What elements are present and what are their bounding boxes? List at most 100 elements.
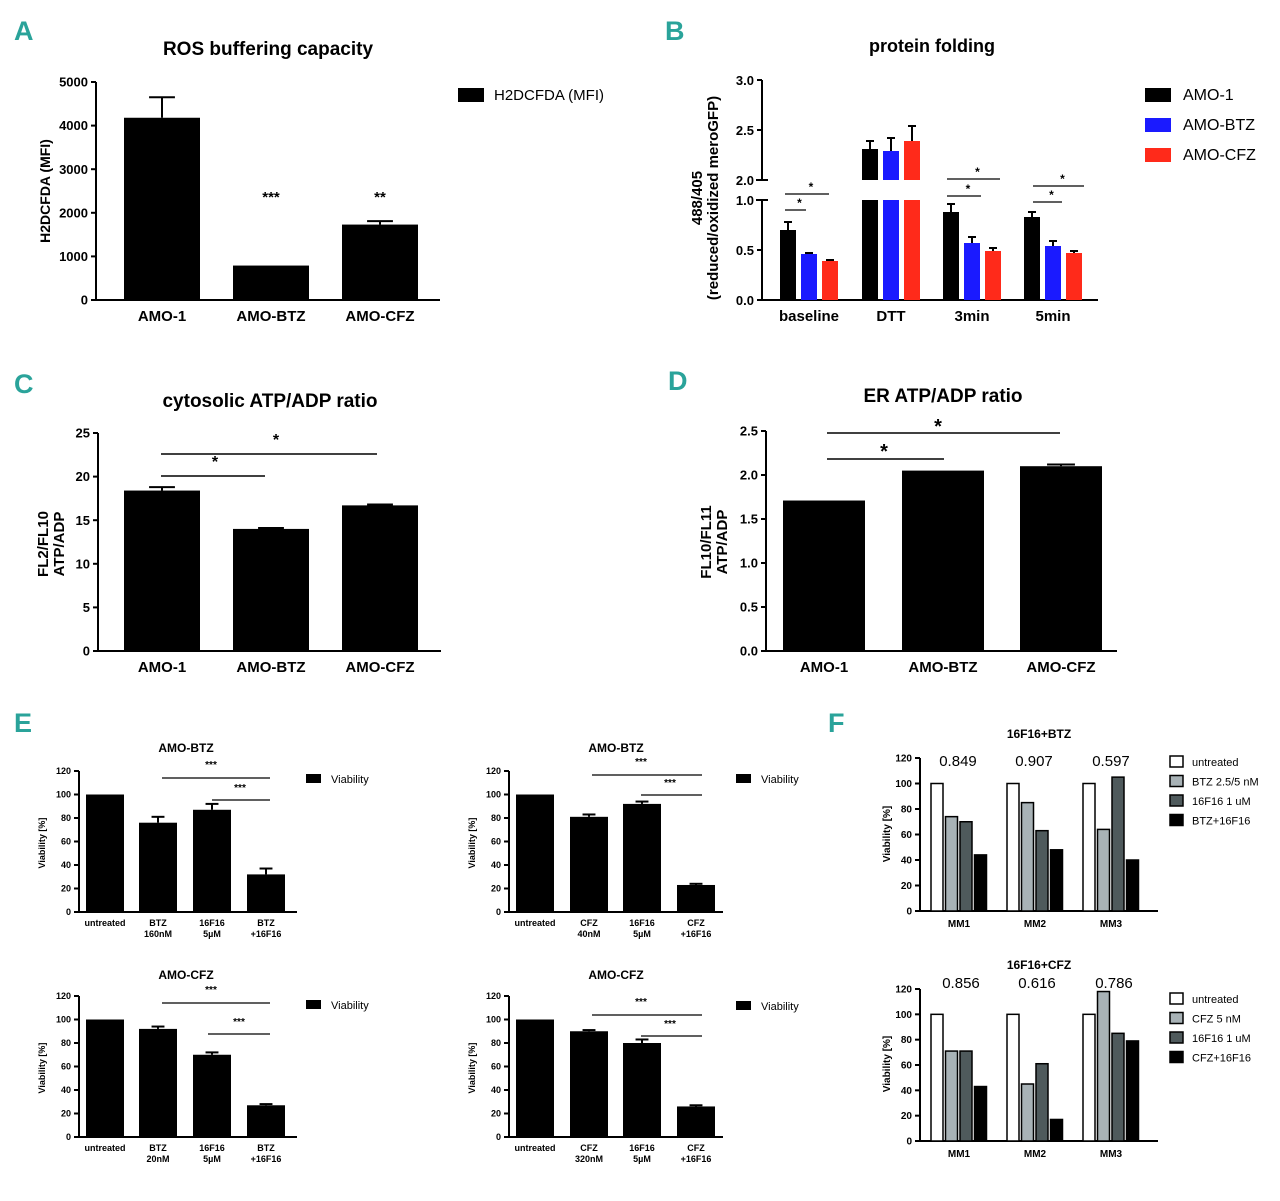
- e2-legend-swatch: [736, 774, 751, 783]
- f1-y-tick-label: 40: [901, 856, 913, 867]
- b-significance: *: [966, 182, 971, 196]
- a-y-tick-label: 2000: [59, 205, 88, 220]
- f1-bar: [1096, 828, 1111, 912]
- e2-y-tick-label: 40: [491, 860, 501, 870]
- e2-x-tick-label: CFZ: [580, 918, 598, 928]
- b-x-tick-label: DTT: [876, 308, 905, 325]
- e2-x-tick-label: 5µM: [633, 929, 651, 939]
- e2-legend-label: Viability: [761, 774, 799, 786]
- f2-bar: [1125, 1040, 1140, 1142]
- e4-x-tick-label: +16F16: [681, 1154, 712, 1164]
- d-significance: *: [880, 441, 888, 463]
- e1-y-tick-label: 100: [56, 790, 71, 800]
- e4-x-tick-label: 320nM: [575, 1154, 603, 1164]
- e3-title: AMO-CFZ: [158, 968, 213, 982]
- f1-y-tick-label: 0: [906, 907, 912, 918]
- f1-title: 16F16+BTZ: [1007, 727, 1071, 741]
- a-y-tick-label: 3000: [59, 162, 88, 177]
- f2-y-tick-label: 0: [906, 1137, 912, 1148]
- e3-x-tick-label: BTZ: [257, 1143, 275, 1153]
- e4-y-tick-label: 0: [496, 1132, 501, 1142]
- e3-bar: [247, 1105, 285, 1137]
- f2-x-tick-label: MM2: [1024, 1149, 1047, 1160]
- e4-y-label: Viability [%]: [467, 1043, 477, 1094]
- c-bar: [124, 490, 200, 651]
- e4-x-tick-label: untreated: [514, 1143, 555, 1153]
- e1-y-tick-label: 120: [56, 766, 71, 776]
- f2-bar: [1096, 990, 1111, 1142]
- f2-bar: [959, 1050, 973, 1142]
- e3-y-tick-label: 120: [56, 991, 71, 1001]
- b-bar: [822, 261, 838, 300]
- c-y-tick-label: 15: [76, 513, 90, 528]
- e3-x-tick-label: untreated: [84, 1143, 125, 1153]
- f1-x-tick-label: MM2: [1024, 919, 1047, 930]
- c-x-tick-label: AMO-CFZ: [345, 659, 414, 676]
- e2-x-tick-label: +16F16: [681, 929, 712, 939]
- b-significance: *: [1049, 188, 1054, 202]
- f2-bar: [1020, 1083, 1035, 1142]
- b-x-tick-label: 5min: [1035, 308, 1070, 325]
- b-bar: [1024, 217, 1040, 300]
- e4-y-tick-label: 120: [486, 991, 501, 1001]
- d-y-tick-label: 2.5: [740, 424, 758, 439]
- f2-legend-swatch: [1169, 1011, 1184, 1025]
- f2-bar: [1006, 1013, 1020, 1142]
- e4-bar: [570, 1031, 608, 1137]
- e3-bar: [139, 1028, 177, 1137]
- e1-bar: [86, 794, 124, 912]
- f2-annotation: 0.616: [1018, 975, 1056, 992]
- f1-bar: [930, 782, 944, 912]
- c-y-tick-label: 20: [76, 469, 90, 484]
- a-y-tick-label: 4000: [59, 118, 88, 133]
- e1-bar: [139, 822, 177, 912]
- f2-y-tick-label: 120: [895, 985, 912, 996]
- f1-y-tick-label: 60: [901, 830, 913, 841]
- b-significance: *: [1060, 172, 1065, 186]
- f1-bar: [973, 854, 988, 912]
- e1-y-tick-label: 0: [66, 907, 71, 917]
- c-y-tick-label: 10: [76, 556, 90, 571]
- d-y-tick-label: 0.0: [740, 644, 758, 659]
- a-y-tick-label: 5000: [59, 75, 88, 90]
- e1-y-tick-label: 80: [61, 813, 71, 823]
- f2-y-tick-label: 20: [901, 1111, 913, 1122]
- f1-bar: [1111, 776, 1125, 912]
- d-y-label: FL10/FL11: [698, 505, 715, 578]
- e4-legend-label: Viability: [761, 1001, 799, 1013]
- e4-y-tick-label: 40: [491, 1085, 501, 1095]
- f2-legend-label: 16F16 1 uM: [1192, 1033, 1251, 1045]
- e2-bar: [570, 816, 608, 912]
- a-bar: [233, 265, 309, 300]
- d-x-tick-label: AMO-CFZ: [1026, 659, 1095, 676]
- f2-legend-label: CFZ 5 nM: [1192, 1014, 1241, 1026]
- f1-legend-label: 16F16 1 uM: [1192, 796, 1251, 808]
- e3-x-tick-label: 16F16: [199, 1143, 225, 1153]
- e1-x-tick-label: 160nM: [144, 929, 172, 939]
- f2-legend-label: CFZ+16F16: [1192, 1053, 1251, 1065]
- b-bar: [943, 212, 959, 300]
- panel-letter-f: F: [828, 708, 845, 738]
- f1-legend-swatch: [1169, 794, 1184, 807]
- e3-x-tick-label: 20nM: [146, 1154, 169, 1164]
- e3-y-tick-label: 20: [61, 1109, 71, 1119]
- e4-legend-swatch: [736, 1001, 751, 1010]
- b-bar: [904, 141, 920, 180]
- b-legend-swatch: [1145, 88, 1171, 102]
- e1-bar: [247, 874, 285, 912]
- e4-significance: ***: [635, 997, 647, 1008]
- f2-legend-swatch: [1169, 992, 1184, 1005]
- e3-significance: ***: [205, 985, 217, 996]
- d-x-tick-label: AMO-BTZ: [908, 659, 977, 676]
- b-significance: *: [809, 180, 814, 194]
- e1-bar: [193, 809, 231, 912]
- e3-bar: [193, 1054, 231, 1137]
- c-y-tick-label: 5: [83, 600, 90, 615]
- e1-significance: ***: [205, 760, 217, 771]
- d-y-tick-label: 2.0: [740, 468, 758, 483]
- e2-significance: ***: [664, 778, 676, 789]
- d-bar: [1020, 466, 1102, 651]
- b-bar: [801, 254, 817, 300]
- panel-letter-b: B: [665, 16, 685, 46]
